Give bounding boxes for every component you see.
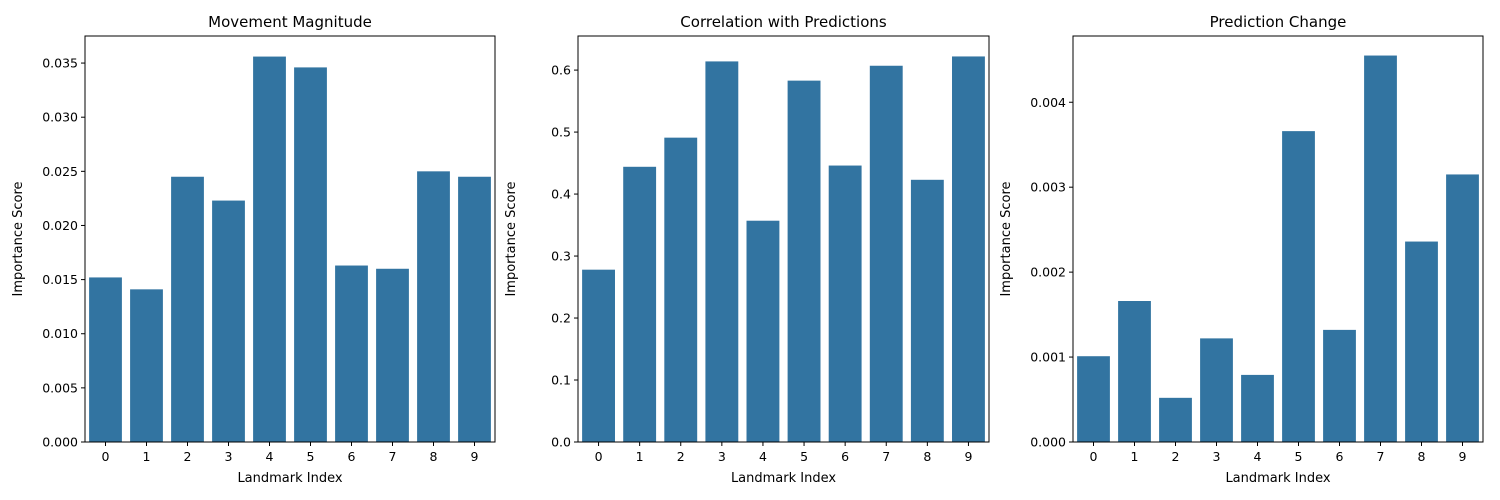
x-tick-label: 8	[923, 449, 931, 464]
bar-1	[1118, 301, 1151, 442]
x-tick-label: 2	[677, 449, 685, 464]
bar-3	[212, 200, 245, 442]
bar-6	[335, 265, 368, 442]
y-tick-label: 0.004	[1030, 95, 1066, 110]
bar-8	[417, 171, 450, 442]
bar-3	[705, 61, 739, 442]
x-tick-label: 0	[1090, 449, 1098, 464]
y-tick-label: 0.2	[551, 311, 571, 326]
x-tick-label: 3	[718, 449, 726, 464]
x-tick-label: 1	[636, 449, 644, 464]
x-tick-label: 6	[1336, 449, 1344, 464]
bar-5	[787, 80, 821, 442]
bar-0	[89, 277, 122, 442]
y-tick-label: 0.002	[1030, 265, 1066, 280]
x-tick-label: 2	[184, 449, 192, 464]
x-tick-label: 5	[307, 449, 315, 464]
bar-5	[1282, 131, 1315, 442]
x-tick-label: 8	[430, 449, 438, 464]
bar-7	[376, 268, 409, 442]
x-tick-label: 3	[1213, 449, 1221, 464]
x-axis-label: Landmark Index	[731, 471, 836, 486]
x-tick-label: 6	[841, 449, 849, 464]
y-tick-label: 0.035	[42, 56, 78, 71]
x-tick-label: 9	[964, 449, 972, 464]
x-tick-label: 4	[1254, 449, 1262, 464]
chart-panel-3: 0 1 2 3 4 5 6 7 8 9 0.000 0.001 0.002 0.003 0.004 Predi…	[999, 13, 1484, 486]
x-tick-label: 9	[471, 449, 479, 464]
y-tick-label: 0.5	[551, 125, 571, 140]
x-tick-label: 1	[143, 449, 151, 464]
bar-3	[1200, 338, 1233, 442]
y-tick-label: 0.000	[1030, 435, 1066, 450]
chart-title: Prediction Change	[1210, 13, 1347, 31]
bar-5	[294, 67, 327, 443]
y-axis-label: Importance Score	[11, 181, 26, 296]
plot-frame	[1072, 35, 1484, 443]
bar-1	[130, 289, 163, 442]
y-tick-label: 0.4	[551, 187, 571, 202]
x-tick-label: 7	[1377, 449, 1385, 464]
x-tick-label: 6	[348, 449, 356, 464]
x-tick-label: 2	[1172, 449, 1180, 464]
bar-8	[910, 179, 944, 443]
y-tick-label: 0.6	[551, 63, 571, 78]
x-tick-label: 3	[225, 449, 233, 464]
bar-2	[1159, 397, 1192, 442]
x-tick-label: 7	[389, 449, 397, 464]
bar-8	[1405, 241, 1438, 442]
chart-title: Movement Magnitude	[208, 13, 372, 31]
y-tick-label: 0.000	[42, 435, 78, 450]
x-axis-label: Landmark Index	[1225, 471, 1330, 486]
bar-7	[869, 65, 903, 442]
bar-2	[171, 176, 204, 442]
y-tick-label: 0.020	[42, 218, 78, 233]
x-tick-label: 9	[1459, 449, 1467, 464]
bar-1	[623, 166, 657, 443]
x-tick-label: 1	[1131, 449, 1139, 464]
bar-9	[1446, 174, 1479, 442]
y-tick-label: 0.030	[42, 110, 78, 125]
y-tick-label: 0.005	[42, 380, 78, 395]
x-tick-label: 4	[759, 449, 767, 464]
bar-4	[746, 220, 780, 442]
y-tick-label: 0.1	[551, 373, 571, 388]
bar-7	[1364, 55, 1397, 442]
y-axis-label: Importance Score	[504, 181, 519, 296]
bar-6	[828, 165, 862, 443]
bar-9	[458, 176, 491, 442]
plot-frame	[577, 35, 990, 443]
bar-2	[664, 137, 698, 442]
bar-0	[582, 269, 615, 442]
x-tick-label: 4	[266, 449, 274, 464]
chart-title: Correlation with Predictions	[680, 13, 887, 31]
bar-4	[253, 56, 286, 442]
x-tick-label: 7	[882, 449, 890, 464]
bar-9	[952, 56, 985, 442]
x-tick-label: 0	[102, 449, 110, 464]
x-tick-label: 0	[595, 449, 603, 464]
x-tick-label: 5	[1295, 449, 1303, 464]
y-tick-label: 0.3	[551, 249, 571, 264]
y-tick-label: 0.015	[42, 272, 78, 287]
chart-panel-1: 0 1 2 3 4 5 6 7 8 9 0.000 0.005 0.010 0.015 0.020 0.025…	[11, 13, 496, 486]
y-tick-label: 0.003	[1030, 180, 1066, 195]
y-tick-label: 0.001	[1030, 350, 1066, 365]
y-tick-label: 0.0	[551, 435, 571, 450]
y-tick-label: 0.010	[42, 326, 78, 341]
y-tick-label: 0.025	[42, 164, 78, 179]
chart-panel-2: 0 1 2 3 4 5 6 7 8 9 0.0 0.1 0.2 0.3 0.4 0.5 0.6 Correlati…	[504, 13, 990, 486]
x-axis-label: Landmark Index	[237, 471, 342, 486]
y-axis-label: Importance Score	[999, 181, 1014, 296]
plot-frame	[84, 35, 496, 443]
x-tick-label: 5	[800, 449, 808, 464]
bar-4	[1241, 374, 1274, 442]
x-tick-label: 8	[1418, 449, 1426, 464]
bar-0	[1077, 356, 1110, 442]
bar-6	[1323, 329, 1356, 442]
